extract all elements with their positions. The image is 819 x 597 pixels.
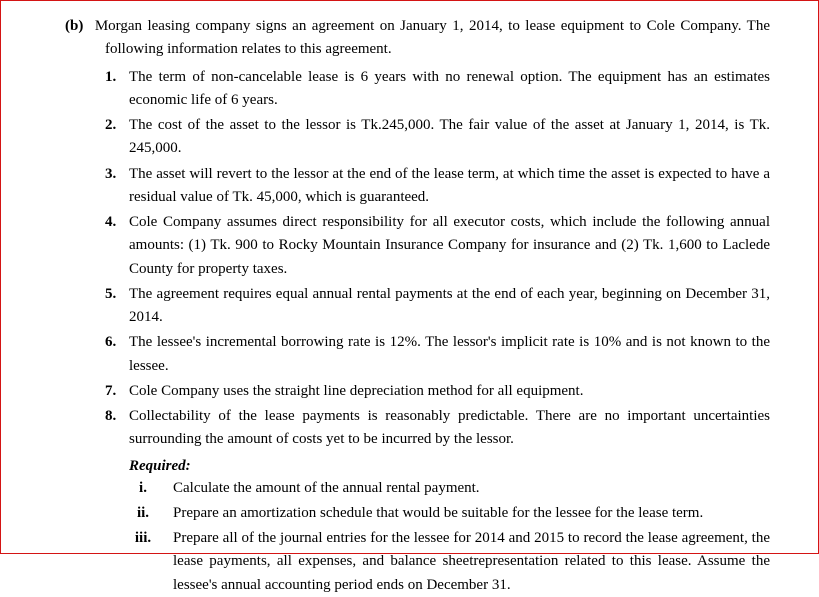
problem-intro: (b) Morgan leasing company signs an agre… bbox=[105, 15, 770, 62]
item-number: 3. bbox=[105, 163, 116, 186]
item-text: Calculate the amount of the annual renta… bbox=[173, 480, 480, 496]
item-number: 5. bbox=[105, 283, 116, 306]
item-text: The asset will revert to the lessor at t… bbox=[129, 166, 770, 205]
list-item: 6. The lessee's incremental borrowing ra… bbox=[105, 331, 770, 378]
roman-number: i. bbox=[129, 477, 157, 500]
roman-number: ii. bbox=[129, 502, 157, 525]
item-number: 7. bbox=[105, 380, 116, 403]
item-text: Cole Company uses the straight line depr… bbox=[129, 383, 583, 399]
item-number: 4. bbox=[105, 211, 116, 234]
item-text: The agreement requires equal annual rent… bbox=[129, 286, 770, 325]
item-number: 8. bbox=[105, 405, 116, 428]
list-item: 5. The agreement requires equal annual r… bbox=[105, 283, 770, 330]
item-number: 6. bbox=[105, 331, 116, 354]
required-heading: Required: bbox=[129, 458, 770, 475]
list-item: 2. The cost of the asset to the lessor i… bbox=[105, 114, 770, 161]
list-item: 3. The asset will revert to the lessor a… bbox=[105, 163, 770, 210]
roman-number: iii. bbox=[129, 527, 157, 550]
item-number: 2. bbox=[105, 114, 116, 137]
list-item: 8. Collectability of the lease payments … bbox=[105, 405, 770, 452]
problem-page: (b) Morgan leasing company signs an agre… bbox=[0, 0, 819, 554]
item-text: Cole Company assumes direct responsibili… bbox=[129, 214, 770, 277]
facts-list: 1. The term of non-cancelable lease is 6… bbox=[105, 66, 770, 452]
item-text: The cost of the asset to the lessor is T… bbox=[129, 117, 770, 156]
item-text: Collectability of the lease payments is … bbox=[129, 408, 770, 447]
list-item: iii. Prepare all of the journal entries … bbox=[129, 527, 770, 597]
problem-label: (b) bbox=[65, 18, 83, 34]
item-text: The lessee's incremental borrowing rate … bbox=[129, 334, 770, 373]
item-number: 1. bbox=[105, 66, 116, 89]
item-text: Prepare an amortization schedule that wo… bbox=[173, 505, 703, 521]
item-text: The term of non-cancelable lease is 6 ye… bbox=[129, 69, 770, 108]
list-item: i. Calculate the amount of the annual re… bbox=[129, 477, 770, 500]
required-list: i. Calculate the amount of the annual re… bbox=[129, 477, 770, 597]
problem-intro-text: Morgan leasing company signs an agreemen… bbox=[95, 18, 770, 57]
item-text: Prepare all of the journal entries for t… bbox=[173, 530, 770, 593]
list-item: ii. Prepare an amortization schedule tha… bbox=[129, 502, 770, 525]
list-item: 7. Cole Company uses the straight line d… bbox=[105, 380, 770, 403]
list-item: 1. The term of non-cancelable lease is 6… bbox=[105, 66, 770, 113]
list-item: 4. Cole Company assumes direct responsib… bbox=[105, 211, 770, 281]
